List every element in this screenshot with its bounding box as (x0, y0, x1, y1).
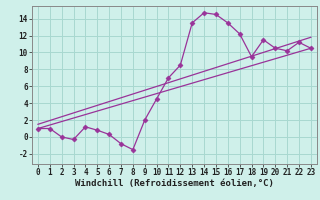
X-axis label: Windchill (Refroidissement éolien,°C): Windchill (Refroidissement éolien,°C) (75, 179, 274, 188)
